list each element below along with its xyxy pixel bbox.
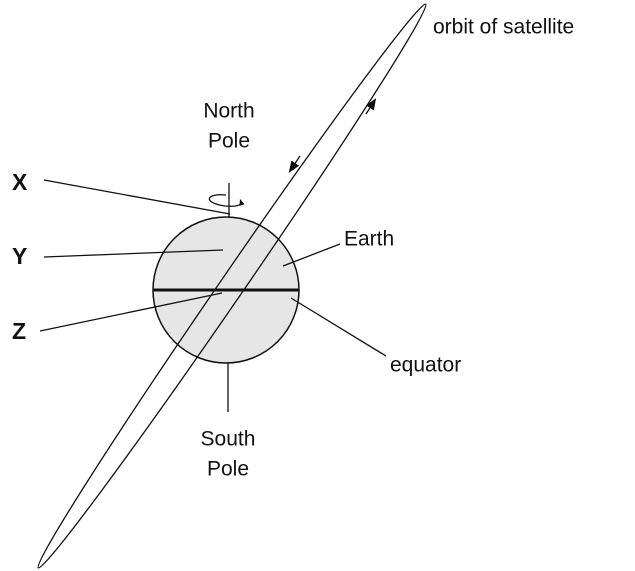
rotation-arrow [209,195,241,207]
x-label: X [12,169,28,195]
orbit-label: orbit of satellite [433,16,574,39]
orbit-arrow [292,156,300,168]
y-label: Y [12,243,27,269]
z-label: Z [12,318,26,344]
south-label: South [201,428,256,451]
earth-leader [283,244,340,266]
equator-label: equator [390,354,461,377]
earth-label: Earth [344,228,394,251]
equator-leader [291,298,386,356]
north-label: Pole [208,130,250,153]
north-label: North [203,100,254,123]
south-label: Pole [207,458,249,481]
page: {"labels": {"orbit": "orbit of satellite… [0,0,635,571]
diagram: orbit of satellite North Pole South Pole… [0,0,635,571]
x-leader [44,180,230,214]
